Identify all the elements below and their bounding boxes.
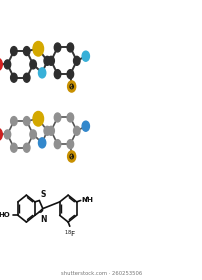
Circle shape: [73, 56, 80, 65]
Circle shape: [11, 73, 17, 82]
Text: N: N: [40, 215, 47, 224]
Circle shape: [54, 113, 60, 122]
Circle shape: [4, 130, 11, 139]
Circle shape: [4, 60, 11, 69]
Circle shape: [38, 138, 46, 148]
Circle shape: [67, 151, 75, 162]
Text: S: S: [41, 190, 46, 199]
Circle shape: [44, 56, 50, 65]
Circle shape: [0, 58, 2, 71]
Text: NH: NH: [81, 197, 93, 204]
Circle shape: [48, 126, 54, 135]
Circle shape: [0, 128, 2, 141]
Circle shape: [23, 143, 30, 152]
Circle shape: [67, 43, 73, 52]
Circle shape: [67, 70, 73, 79]
Circle shape: [67, 113, 73, 122]
Circle shape: [11, 46, 17, 55]
Circle shape: [30, 130, 36, 139]
Circle shape: [11, 143, 17, 152]
Circle shape: [38, 68, 46, 78]
Circle shape: [11, 116, 17, 125]
Circle shape: [73, 126, 80, 135]
Circle shape: [54, 43, 60, 52]
Circle shape: [67, 140, 73, 149]
Circle shape: [33, 41, 43, 56]
Circle shape: [54, 140, 60, 149]
Circle shape: [82, 51, 89, 61]
Circle shape: [30, 60, 36, 69]
Circle shape: [23, 116, 30, 125]
Circle shape: [48, 56, 54, 65]
Circle shape: [67, 81, 75, 92]
Circle shape: [23, 46, 30, 55]
Text: shutterstock.com · 260253506: shutterstock.com · 260253506: [61, 271, 141, 276]
Text: HO: HO: [0, 212, 10, 218]
Circle shape: [33, 111, 43, 126]
Circle shape: [54, 70, 60, 79]
Circle shape: [44, 126, 50, 135]
Text: $^{18}$F: $^{18}$F: [63, 229, 76, 240]
Circle shape: [82, 121, 89, 131]
Circle shape: [23, 73, 30, 82]
